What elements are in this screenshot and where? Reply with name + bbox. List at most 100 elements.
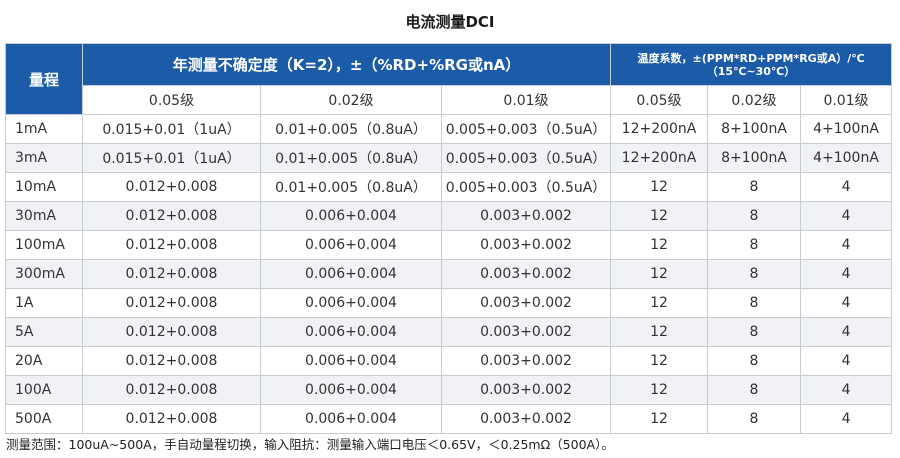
uncertainty-002-cell: 0.006+0.004: [260, 375, 442, 405]
tempco-002-cell: 8: [707, 172, 802, 202]
uncertainty-005-cell: 0.012+0.008: [82, 375, 261, 405]
uncertainty-005-cell: 0.012+0.008: [82, 288, 261, 318]
tempco-005-cell: 12+200nA: [610, 114, 709, 144]
uncertainty-001-cell: 0.003+0.002: [440, 230, 612, 260]
tempco-001-cell: 4+100nA: [800, 114, 893, 144]
tempco-002-cell: 8: [707, 230, 802, 260]
uncertainty-005-cell: 0.012+0.008: [82, 346, 261, 376]
uncertainty-002-cell: 0.006+0.004: [260, 259, 442, 289]
uncertainty-001-cell: 0.005+0.003（0.5uA）: [440, 172, 612, 202]
tempco-005-cell: 12: [610, 317, 709, 347]
uncertainty-002-cell: 0.01+0.005（0.8uA）: [260, 114, 442, 144]
tempco-002-cell: 8: [707, 375, 802, 405]
tempco-002-cell: 8: [707, 259, 802, 289]
uncertainty-002-cell: 0.01+0.005（0.8uA）: [260, 143, 442, 173]
uncertainty-002-cell: 0.006+0.004: [260, 404, 442, 434]
tempco-002-cell: 8+100nA: [707, 114, 802, 144]
tempco-002-cell: 8+100nA: [707, 143, 802, 173]
tempco-005-cell: 12: [610, 172, 709, 202]
tempco-001-cell: 4: [800, 259, 893, 289]
table-row: 5A 0.012+0.008 0.006+0.004 0.003+0.002 12 8 4: [5, 317, 893, 347]
temp-coeff-header: 温度系数，±(PPM*RD+PPM*RG或A）/℃ （15℃~30℃）: [610, 43, 893, 86]
range-cell: 100mA: [5, 230, 83, 260]
grade-cell: 0.01级: [800, 85, 893, 115]
uncertainty-005-cell: 0.012+0.008: [82, 317, 261, 347]
uncertainty-001-cell: 0.005+0.003（0.5uA）: [440, 114, 612, 144]
table-row: 500A 0.012+0.008 0.006+0.004 0.003+0.002 12 8…: [5, 404, 893, 434]
uncertainty-002-cell: 0.006+0.004: [260, 201, 442, 231]
uncertainty-005-cell: 0.012+0.008: [82, 172, 261, 202]
range-cell: 100A: [5, 375, 83, 405]
tempco-001-cell: 4: [800, 172, 893, 202]
table-row: 10mA 0.012+0.008 0.01+0.005（0.8uA） 0.005+0.…: [5, 172, 893, 202]
range-cell: 1A: [5, 288, 83, 318]
range-header: 量程: [5, 43, 83, 115]
uncertainty-005-cell: 0.012+0.008: [82, 259, 261, 289]
tempco-005-cell: 12: [610, 201, 709, 231]
table-row: 1A 0.012+0.008 0.006+0.004 0.003+0.002 12 8 4: [5, 288, 893, 318]
tempco-002-cell: 8: [707, 288, 802, 318]
temp-coeff-line2: （15℃~30℃）: [706, 64, 796, 78]
uncertainty-001-cell: 0.003+0.002: [440, 259, 612, 289]
uncertainty-001-cell: 0.003+0.002: [440, 375, 612, 405]
range-cell: 300mA: [5, 259, 83, 289]
tempco-001-cell: 4: [800, 346, 893, 376]
range-cell: 20A: [5, 346, 83, 376]
table-row: 20A 0.012+0.008 0.006+0.004 0.003+0.002 12 8 4: [5, 346, 893, 376]
uncertainty-header: 年测量不确定度（K=2），±（%RD+%RG或nA）: [81, 43, 612, 86]
uncertainty-005-cell: 0.015+0.01（1uA）: [82, 143, 261, 173]
uncertainty-002-cell: 0.006+0.004: [260, 230, 442, 260]
grade-cell: 0.02级: [707, 85, 802, 115]
temp-coeff-line1: 温度系数，±(PPM*RD+PPM*RG或A）/℃: [637, 51, 865, 65]
uncertainty-002-cell: 0.01+0.005（0.8uA）: [260, 172, 442, 202]
tempco-002-cell: 8: [707, 317, 802, 347]
tempco-001-cell: 4: [800, 288, 893, 318]
tempco-005-cell: 12+200nA: [610, 143, 709, 173]
uncertainty-002-cell: 0.006+0.004: [260, 346, 442, 376]
uncertainty-001-cell: 0.003+0.002: [440, 317, 612, 347]
uncertainty-005-cell: 0.012+0.008: [82, 230, 261, 260]
uncertainty-002-cell: 0.006+0.004: [260, 317, 442, 347]
tempco-001-cell: 4+100nA: [800, 143, 893, 173]
grade-cell: 0.01级: [440, 85, 612, 115]
tempco-005-cell: 12: [610, 230, 709, 260]
uncertainty-005-cell: 0.015+0.01（1uA）: [82, 114, 261, 144]
spec-table: 量程 年测量不确定度（K=2），±（%RD+%RG或nA） 温度系数，±(PPM…: [5, 43, 893, 434]
tempco-005-cell: 12: [610, 404, 709, 434]
grade-row: 0.05级 0.02级 0.01级 0.05级 0.02级 0.01级: [6, 85, 893, 115]
table-row: 300mA 0.012+0.008 0.006+0.004 0.003+0.002 12…: [5, 259, 893, 289]
uncertainty-005-cell: 0.012+0.008: [82, 404, 261, 434]
uncertainty-001-cell: 0.003+0.002: [440, 346, 612, 376]
table-row: 100A 0.012+0.008 0.006+0.004 0.003+0.002 12 8…: [5, 375, 893, 405]
table-title: 电流测量DCI: [405, 13, 495, 31]
tempco-001-cell: 4: [800, 317, 893, 347]
range-cell: 10mA: [5, 172, 83, 202]
table-row: 100mA 0.012+0.008 0.006+0.004 0.003+0.002 12…: [5, 230, 893, 260]
range-cell: 5A: [5, 317, 83, 347]
uncertainty-001-cell: 0.005+0.003（0.5uA）: [440, 143, 612, 173]
range-cell: 500A: [5, 404, 83, 434]
tempco-005-cell: 12: [610, 375, 709, 405]
tempco-001-cell: 4: [800, 404, 893, 434]
tempco-002-cell: 8: [707, 404, 802, 434]
tempco-002-cell: 8: [707, 201, 802, 231]
tempco-001-cell: 4: [800, 230, 893, 260]
range-cell: 1mA: [5, 114, 83, 144]
tempco-001-cell: 4: [800, 201, 893, 231]
footnote: 测量范围：100uA~500A，手自动量程切换，输入阻抗：测量输入端口电压＜0.…: [6, 437, 614, 452]
table-row: 3mA 0.015+0.01（1uA） 0.01+0.005（0.8uA） 0.005…: [5, 143, 893, 173]
tempco-001-cell: 4: [800, 375, 893, 405]
table-row: 30mA 0.012+0.008 0.006+0.004 0.003+0.002 12 8…: [5, 201, 893, 231]
uncertainty-001-cell: 0.003+0.002: [440, 288, 612, 318]
table-body: 1mA 0.015+0.01（1uA） 0.01+0.005（0.8uA） 0.005…: [5, 114, 893, 434]
range-cell: 3mA: [5, 143, 83, 173]
range-cell: 30mA: [5, 201, 83, 231]
uncertainty-001-cell: 0.003+0.002: [440, 201, 612, 231]
uncertainty-001-cell: 0.003+0.002: [440, 404, 612, 434]
tempco-002-cell: 8: [707, 346, 802, 376]
grade-cell: 0.02级: [260, 85, 442, 115]
tempco-005-cell: 12: [610, 346, 709, 376]
tempco-005-cell: 12: [610, 288, 709, 318]
header-row: 量程 年测量不确定度（K=2），±（%RD+%RG或nA） 温度系数，±(PPM…: [5, 43, 893, 115]
